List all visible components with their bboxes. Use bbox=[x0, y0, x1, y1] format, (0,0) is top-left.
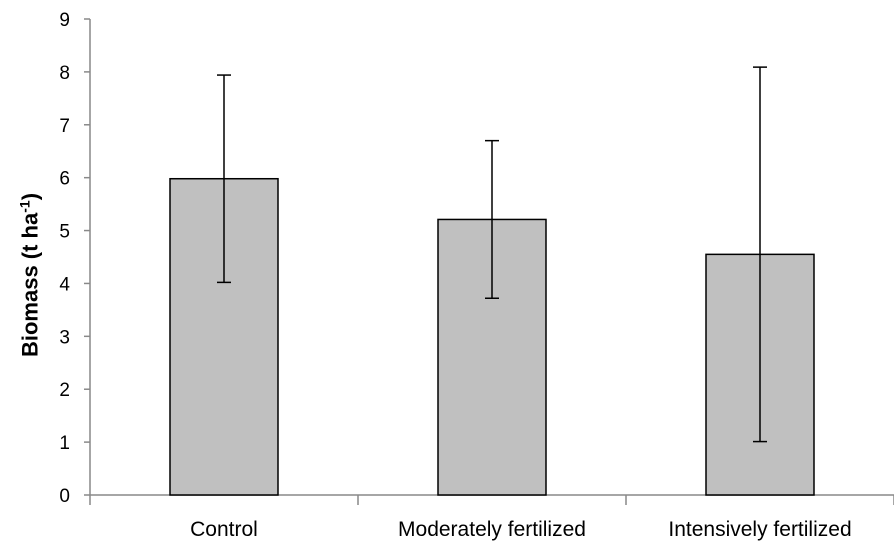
bars bbox=[169, 177, 815, 496]
error-bars bbox=[217, 66, 767, 443]
y-axis-label: Biomass (t ha-1) bbox=[16, 193, 43, 357]
x-tick-labels: Control Moderately fertilized Intensively … bbox=[190, 518, 851, 541]
y-axis-label-close: ) bbox=[17, 192, 43, 201]
y-tick-label-1: 1 bbox=[59, 433, 70, 454]
y-tick-label-0: 0 bbox=[59, 486, 70, 507]
x-tick-label-0: Control bbox=[190, 518, 258, 541]
y-tick-label-4: 4 bbox=[59, 274, 70, 295]
y-tick-label-6: 6 bbox=[59, 169, 70, 190]
y-tick-labels: 0 1 2 3 4 5 6 7 8 9 bbox=[59, 10, 70, 507]
y-axis-label-main: Biomass (t ha bbox=[17, 212, 43, 358]
y-tick-label-9: 9 bbox=[59, 10, 70, 31]
y-tick-label-2: 2 bbox=[59, 380, 70, 401]
y-tick-label-5: 5 bbox=[59, 222, 70, 243]
y-tick-label-3: 3 bbox=[59, 327, 70, 348]
x-tick-label-1: Moderately fertilized bbox=[398, 518, 586, 541]
y-tick-label-7: 7 bbox=[59, 116, 70, 137]
y-tick-label-8: 8 bbox=[59, 63, 70, 84]
x-tick-label-2: Intensively fertilized bbox=[668, 518, 851, 541]
y-axis-label-superscript: -1 bbox=[16, 200, 33, 213]
